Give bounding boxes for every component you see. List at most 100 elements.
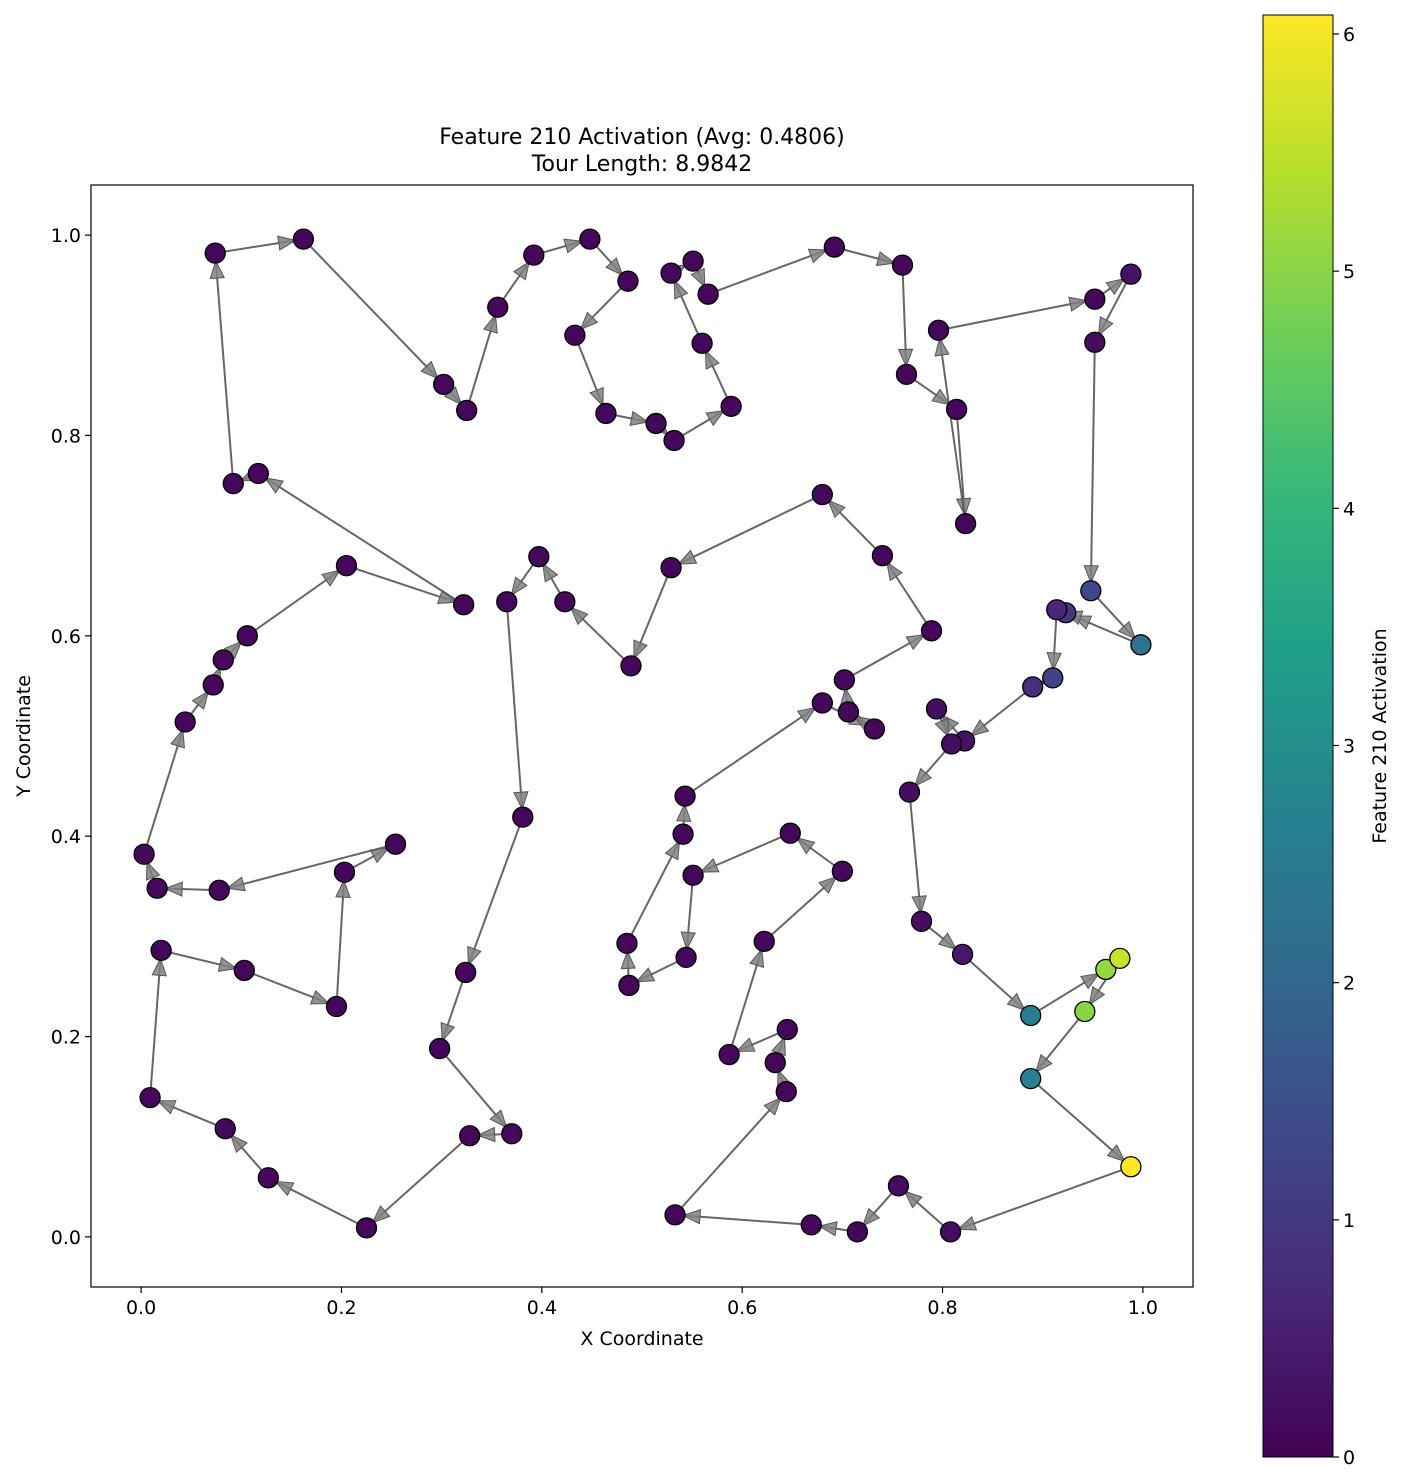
edge-arrowhead: [542, 562, 559, 583]
edge-arrowhead: [763, 1096, 782, 1116]
x-axis-ticks: 0.0 0.2 0.4 0.6 0.8 1.0: [126, 1287, 1158, 1319]
city-node: [1095, 958, 1117, 981]
city-node: [697, 283, 719, 305]
tour-edge: [257, 472, 465, 606]
edge-arrowhead: [913, 767, 933, 788]
edge-arrowhead: [156, 1100, 177, 1115]
edge-arrowhead: [934, 336, 950, 357]
edge-arrowhead: [217, 956, 238, 972]
city-node: [247, 462, 269, 485]
city-node: [1080, 580, 1102, 602]
tour-edge: [464, 816, 524, 973]
edge-arrowhead: [513, 791, 529, 811]
city-node: [831, 860, 854, 882]
city-node: [1084, 331, 1106, 353]
city-node: [800, 1214, 822, 1236]
edge-arrowhead: [1034, 1053, 1053, 1074]
city-node: [720, 395, 742, 418]
edge-arrowhead: [911, 895, 927, 915]
city-node: [455, 961, 477, 984]
y-tick-label: 0.4: [51, 826, 81, 848]
city-node: [174, 711, 196, 733]
city-node: [811, 483, 833, 506]
edge-arrowhead: [817, 1221, 838, 1237]
colorbar-ticks: 0 1 2 3 4 5 6: [1333, 24, 1355, 1469]
city-node: [672, 823, 694, 845]
city-node: [833, 669, 856, 691]
edge-arrowhead: [1080, 972, 1101, 990]
edge-arrowhead: [673, 279, 689, 300]
plot-frame: [90, 184, 1194, 1288]
x-tick-label: 0.6: [727, 1297, 757, 1319]
city-node: [775, 1080, 797, 1103]
y-axis-label: Y Coordinate: [13, 675, 35, 798]
chart-title: Feature 210 Activation (Avg: 0.4806): [439, 125, 845, 150]
edge-arrowhead: [676, 802, 692, 822]
city-node: [660, 262, 682, 284]
colorbar: [1262, 14, 1334, 1458]
tour-edge: [302, 238, 445, 386]
edge-arrowhead: [956, 1215, 978, 1231]
edge-arrowhead: [827, 499, 846, 519]
edge-arrowhead: [690, 267, 706, 289]
city-node: [776, 1018, 798, 1041]
edge-arrowhead: [476, 1126, 496, 1143]
city-node: [837, 701, 860, 723]
edge-arrowhead: [467, 945, 482, 967]
city-node: [764, 1051, 786, 1074]
city-node: [133, 843, 155, 865]
x-tick-label: 0.4: [527, 1297, 557, 1319]
edge-arrowhead: [1088, 985, 1106, 1006]
city-node: [487, 296, 509, 318]
city-node: [233, 959, 255, 982]
city-node: [1084, 288, 1106, 310]
edge-arrowhead: [225, 876, 246, 892]
city-node: [453, 594, 475, 616]
y-tick-label: 0.8: [51, 425, 81, 447]
edge-arrowhead: [905, 634, 926, 651]
edge-arrowhead: [1006, 992, 1026, 1012]
edge-arrowhead: [512, 260, 530, 281]
city-node: [292, 228, 315, 250]
edge-arrowhead: [209, 259, 225, 280]
colorbar-tick-label: 6: [1343, 24, 1355, 46]
colorbar-tick-label: 0: [1343, 1447, 1355, 1469]
city-node: [910, 910, 933, 932]
edge-arrowhead: [274, 1180, 295, 1197]
city-node: [139, 1087, 161, 1109]
colorbar-tick-label: 4: [1343, 498, 1355, 520]
city-node: [617, 270, 639, 292]
edge-arrowhead: [735, 1037, 756, 1052]
city-node: [898, 781, 921, 803]
city-node: [945, 398, 968, 421]
edge-arrowhead: [440, 1021, 456, 1043]
edge-arrowhead: [634, 967, 656, 983]
edge-arrowhead: [579, 311, 599, 331]
city-node: [1046, 599, 1068, 621]
city-node: [146, 877, 168, 899]
edge-arrowhead: [931, 388, 952, 406]
city-node: [528, 546, 550, 568]
city-node: [202, 674, 224, 696]
edge-arrowhead: [875, 251, 897, 267]
city-node: [664, 1204, 686, 1226]
city-node: [616, 932, 638, 955]
edge-arrowhead: [145, 860, 161, 881]
city-node: [682, 864, 704, 886]
edge-arrowhead: [903, 1190, 923, 1209]
edge-arrowhead: [489, 1109, 508, 1129]
tour-edge: [505, 601, 524, 818]
city-node: [951, 943, 974, 966]
edge-arrowhead: [229, 1133, 248, 1153]
city-node: [595, 402, 617, 425]
city-node: [579, 228, 601, 250]
colorbar-tick-label: 5: [1343, 261, 1355, 283]
edge-arrowhead: [309, 989, 331, 1005]
colorbar-tick-label: 3: [1343, 735, 1355, 757]
city-node: [1042, 667, 1064, 689]
edge-arrowhead: [321, 569, 342, 587]
edge-arrowhead: [629, 410, 650, 427]
city-node: [554, 591, 576, 613]
edge-arrowhead: [151, 957, 167, 977]
